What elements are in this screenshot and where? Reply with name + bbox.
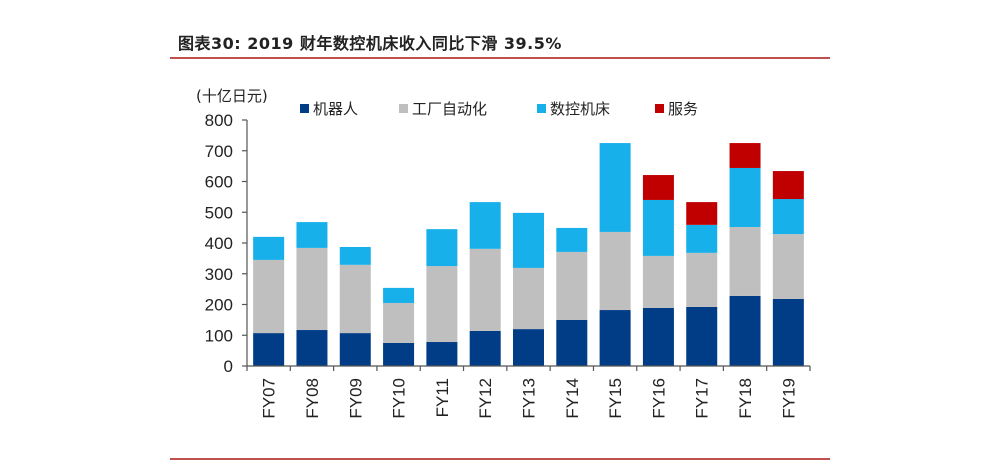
bar-segment-series-1 [729,227,761,296]
bar-stack-fy12 [469,202,501,366]
bar-segment-series-1 [642,255,674,308]
x-tick-label: FY10 [390,378,409,419]
bar-stack-fy19 [772,171,804,366]
x-axis: FY07 FY08 FY09 FY10 FY11 FY12 FY13 FY14 FY15 FY16… [246,365,811,419]
y-axis-unit-label: (十亿日元) [196,87,268,105]
bar-segment-series-2 [729,167,761,228]
bar-segment-series-2 [383,287,415,303]
bar-segment-series-0 [686,306,718,366]
legend-swatch [399,104,408,113]
bar-segment-series-1 [296,247,328,331]
x-tick-label: FY12 [476,378,495,419]
bar-segment-series-0 [469,330,501,366]
bar-segment-series-2 [772,199,804,235]
bar-segment-series-2 [296,222,328,248]
x-tick-label: FY16 [649,378,668,419]
bar-stack-fy09 [339,246,371,366]
bar-segment-series-1 [253,259,285,334]
y-tick-label: 500 [205,203,233,222]
legend-swatch [537,104,546,113]
legend-item: 工厂自动化 [399,100,487,118]
bar-segment-series-3 [642,175,674,200]
y-tick-label: 100 [205,326,233,345]
bar-segment-series-1 [513,267,544,330]
x-tick-label: FY17 [693,378,712,419]
bar-segment-series-2 [253,236,285,260]
title-divider [170,57,830,59]
bar-segment-series-2 [556,227,588,252]
x-tick-label: FY09 [346,378,365,419]
bar-segment-series-1 [556,251,588,320]
bar-segment-series-2 [686,224,718,253]
bar-segment-series-1 [469,248,501,331]
bar-segment-series-2 [469,202,501,249]
bar-segment-series-0 [513,329,544,366]
bar-segment-series-3 [686,202,718,225]
bar-segment-series-0 [729,295,761,366]
x-tick-label: FY07 [260,378,279,419]
bar-segment-series-0 [556,319,588,366]
bar-stack-fy07 [253,236,285,366]
legend-label: 数控机床 [550,100,610,118]
x-tick-label: FY15 [606,378,625,419]
legend-label: 机器人 [313,100,358,118]
bar-segment-series-1 [426,266,458,343]
legend-item: 服务 [655,100,698,118]
y-tick-label: 600 [205,173,233,192]
chart-title: 图表30: 2019 财年数控机床收入同比下滑 39.5% [178,34,562,53]
y-tick-label: 400 [205,234,233,253]
bottom-divider [170,458,830,460]
y-tick-label: 0 [224,357,233,376]
bar-segment-series-0 [426,342,458,366]
bar-segment-series-0 [772,298,804,366]
bar-stack-fy17 [686,202,718,366]
x-tick-label: FY08 [303,378,322,419]
legend-label: 工厂自动化 [412,100,487,118]
bar-segment-series-2 [513,212,544,268]
bar-stack-fy14 [556,227,588,366]
x-tick-label: FY14 [563,378,582,419]
bar-segment-series-1 [599,231,631,311]
bar-segment-series-2 [339,246,371,265]
bar-segment-series-2 [599,143,631,232]
bar-stack-fy08 [296,222,328,366]
x-tick-label: FY13 [520,378,539,419]
legend-item: 机器人 [300,100,358,118]
y-tick-label: 200 [205,296,233,315]
y-tick-label: 700 [205,142,233,161]
bar-stack-fy15 [599,143,631,366]
legend-label: 服务 [668,100,698,118]
bar-segment-series-2 [426,229,458,267]
legend-swatch [655,104,664,113]
legend-item: 数控机床 [537,100,610,118]
bar-segment-series-1 [383,302,415,343]
bar-segment-series-3 [772,171,804,200]
y-axis: 0 100 200 300 400 500 600 700 800 [205,111,248,376]
legend: 机器人 工厂自动化 数控机床 服务 [300,100,698,118]
bar-segment-series-0 [599,310,631,366]
bar-stack-fy16 [642,175,674,366]
bar-segment-series-0 [253,333,285,366]
x-tick-label: FY11 [433,378,452,417]
bar-segment-series-0 [339,333,371,366]
bar-stack-fy10 [383,287,415,366]
bar-segment-series-2 [642,199,674,256]
bar-stack-fy18 [729,143,761,366]
bar-stack-fy11 [426,229,458,366]
x-tick-label: FY19 [779,378,798,419]
bar-stack-fy13 [513,212,544,366]
bar-segment-series-1 [686,252,718,307]
bar-segment-series-0 [642,307,674,366]
legend-swatch [300,104,309,113]
y-tick-label: 800 [205,111,233,130]
bar-segment-series-1 [772,234,804,299]
bar-segment-series-3 [729,143,761,168]
bars [253,143,804,366]
x-tick-label: FY18 [736,378,755,419]
bar-segment-series-0 [383,342,415,366]
bar-segment-series-0 [296,330,328,366]
bar-segment-series-1 [339,264,371,334]
y-tick-label: 300 [205,265,233,284]
